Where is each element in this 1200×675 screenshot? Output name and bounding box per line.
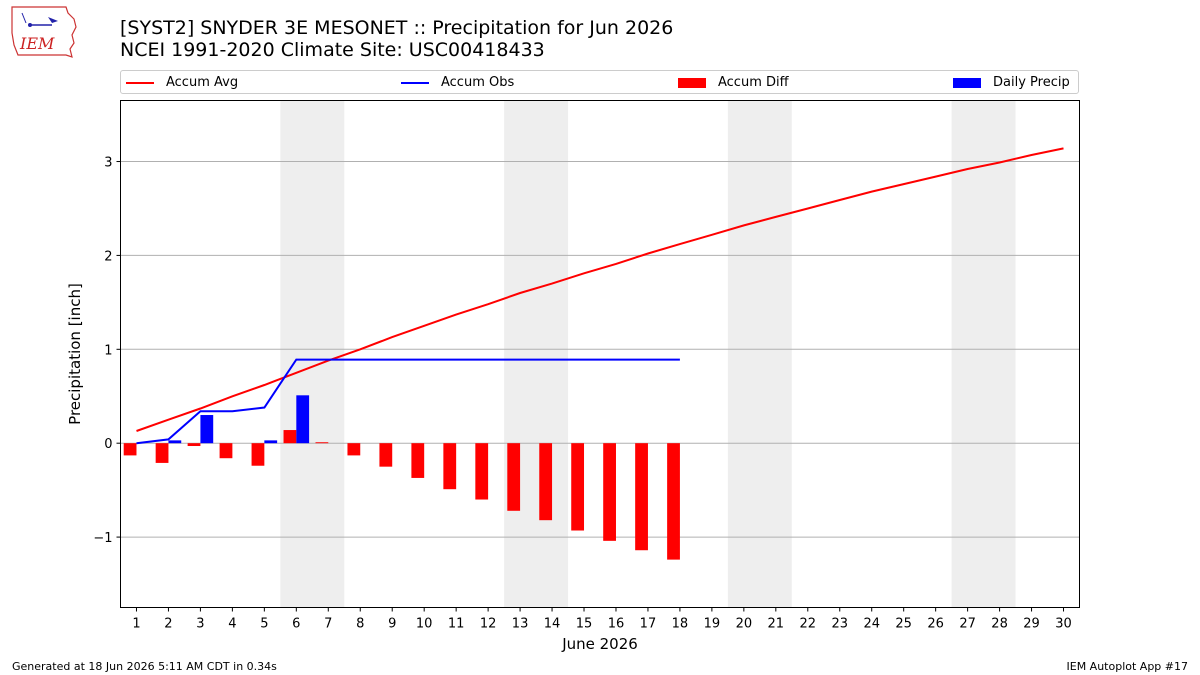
legend-item-accum-obs: Accum Obs (401, 74, 514, 91)
iem-logo: IEM (11, 6, 77, 58)
accum-obs-line (136, 358, 680, 445)
accum-diff-bar-7 (315, 442, 329, 444)
legend-item-daily-precip: Daily Precip (953, 74, 1070, 91)
legend-swatch-accum-obs (401, 81, 429, 84)
legend-swatch-accum-diff (678, 77, 706, 88)
legend-item-accum-diff: Accum Diff (678, 74, 789, 91)
accum-diff-bar-15 (571, 443, 585, 531)
legend-swatch-accum-avg (126, 81, 154, 84)
app-credit: IEM Autoplot App #17 (1066, 660, 1189, 673)
x-axis-ticks: 1 2 3 4 5 6 7 8 9 10 11 12 13 14 15 16 17 18 19 20 21 22 23 24 2… (132, 607, 1072, 632)
x-tick-label-26: 26 (927, 617, 944, 632)
x-tick-label-8: 8 (356, 617, 364, 632)
daily-precip-bar-2 (168, 440, 182, 444)
accum-diff-bar-8 (347, 443, 361, 456)
x-tick-label-16: 16 (608, 617, 625, 632)
y-tick-label-0: 0 (104, 437, 112, 452)
chart-title: [SYST2] SNYDER 3E MESONET :: Precipitati… (120, 17, 673, 61)
x-tick-label-3: 3 (196, 617, 204, 632)
accum-diff-bar-13 (507, 443, 521, 511)
generated-timestamp: Generated at 18 Jun 2026 5:11 AM CDT in … (12, 660, 277, 673)
x-tick-label-17: 17 (640, 617, 657, 632)
daily-precip-bar-3 (200, 415, 214, 444)
plot-frame (120, 100, 1080, 608)
x-tick-label-23: 23 (831, 617, 848, 632)
x-tick-label-19: 19 (704, 617, 721, 632)
y-tick-label-2: 2 (104, 249, 112, 264)
x-tick-label-21: 21 (768, 617, 785, 632)
y-axis-ticks: −1 0 1 2 3 (93, 156, 121, 546)
accum-diff-bar-9 (379, 443, 393, 467)
accum-diff-bar-4 (219, 443, 233, 459)
x-tick-label-2: 2 (164, 617, 172, 632)
daily-precip-bar-5 (264, 440, 278, 444)
accum-diff-bar-6 (283, 430, 297, 444)
daily-precip-bar-6 (296, 395, 310, 444)
accum-diff-bar-10 (411, 443, 425, 478)
y-gridlines (120, 161, 1080, 538)
x-tick-label-30: 30 (1055, 617, 1072, 632)
accum-diff-bar-3 (187, 443, 201, 447)
legend-item-accum-avg: Accum Avg (126, 74, 238, 91)
weekend-span-3 (951, 100, 1016, 608)
x-tick-label-27: 27 (959, 617, 976, 632)
chart-legend: Accum Avg Accum Obs Accum Diff Daily Pre… (120, 70, 1079, 94)
legend-label-accum-diff: Accum Diff (718, 75, 789, 90)
x-tick-label-18: 18 (672, 617, 689, 632)
x-tick-label-12: 12 (480, 617, 497, 632)
x-tick-label-5: 5 (260, 617, 268, 632)
accum-diff-bar-14 (539, 443, 553, 521)
accum-diff-bar-12 (475, 443, 489, 500)
accum-diff-bar-1 (123, 443, 137, 456)
title-line-1: [SYST2] SNYDER 3E MESONET :: Precipitati… (120, 17, 674, 39)
y-tick-label-1: 1 (104, 343, 112, 358)
accum-avg-line (136, 147, 1064, 432)
legend-label-accum-avg: Accum Avg (166, 75, 239, 90)
accum-diff-bar-16 (603, 443, 616, 541)
y-tick-label--1: −1 (93, 531, 112, 546)
legend-label-daily-precip: Daily Precip (993, 75, 1070, 90)
weekend-span-2 (727, 100, 792, 608)
accum-diff-bar-2 (155, 443, 169, 463)
x-tick-label-20: 20 (736, 617, 753, 632)
x-tick-label-25: 25 (895, 617, 912, 632)
x-tick-label-1: 1 (132, 617, 140, 632)
title-line-2: NCEI 1991-2020 Climate Site: USC00418433 (120, 39, 545, 61)
x-tick-label-11: 11 (448, 617, 465, 632)
legend-swatch-daily-precip (953, 77, 981, 88)
accum-diff-bar-5 (251, 443, 265, 466)
x-tick-label-6: 6 (292, 617, 300, 632)
weekend-span-1 (504, 100, 569, 608)
y-axis-label: Precipitation [inch] (66, 283, 84, 425)
iem-logo-text: IEM (19, 34, 55, 53)
x-tick-label-29: 29 (1023, 617, 1040, 632)
x-tick-label-22: 22 (800, 617, 817, 632)
accum-diff-bars (123, 430, 680, 560)
x-tick-label-9: 9 (388, 617, 396, 632)
x-tick-label-15: 15 (576, 617, 593, 632)
x-tick-label-14: 14 (544, 617, 561, 632)
daily-precip-bars (168, 395, 310, 444)
legend-label-accum-obs: Accum Obs (441, 75, 515, 90)
y-tick-label-3: 3 (104, 156, 112, 171)
x-tick-label-7: 7 (324, 617, 332, 632)
x-tick-label-13: 13 (512, 617, 529, 632)
x-tick-label-4: 4 (228, 617, 236, 632)
x-tick-label-10: 10 (416, 617, 433, 632)
accum-diff-bar-18 (667, 443, 680, 560)
x-tick-label-24: 24 (863, 617, 880, 632)
accum-diff-bar-11 (443, 443, 457, 490)
weekend-span-0 (280, 100, 345, 608)
x-tick-label-28: 28 (991, 617, 1008, 632)
accum-diff-bar-17 (635, 443, 648, 551)
weekend-shading (280, 100, 1016, 608)
x-axis-label: June 2026 (561, 635, 638, 653)
